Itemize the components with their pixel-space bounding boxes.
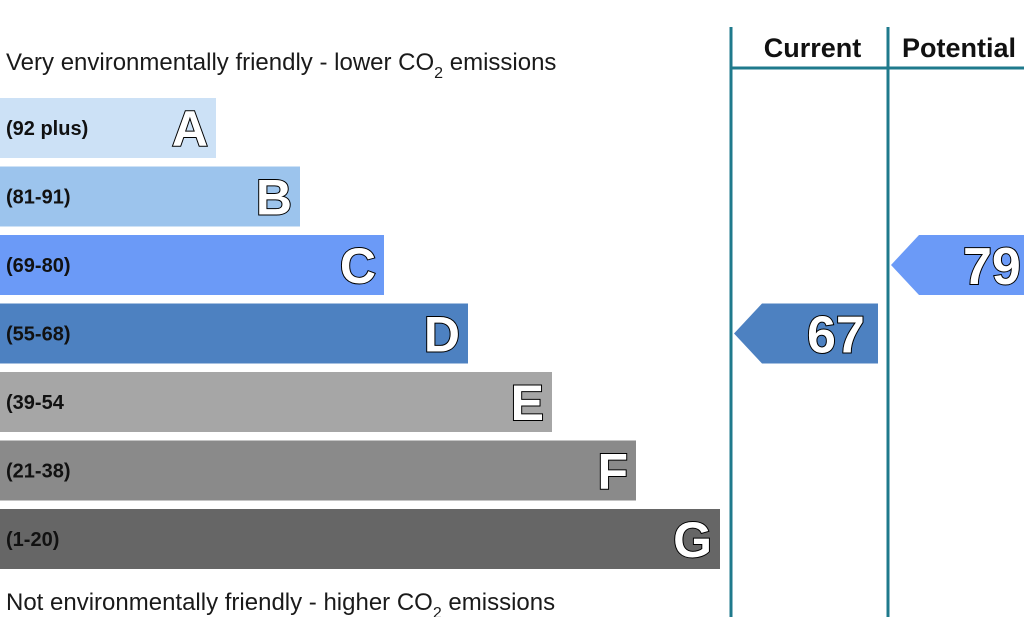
band-a: (92 plus) A (0, 98, 216, 158)
band-letter-e: E (511, 375, 544, 431)
bottom-caption-suffix: emissions (442, 589, 555, 616)
rating-columns: Current 67 Potential 79 (729, 27, 1024, 617)
potential-score-value: 79 (963, 238, 1021, 296)
band-e: (39-54 E (0, 372, 552, 432)
band-d: (55-68) D (0, 303, 468, 364)
band-range-e: (39-54 (6, 392, 65, 414)
band-bar-c (0, 235, 384, 295)
band-letter-b: B (256, 170, 292, 226)
top-caption-subscript: 2 (434, 65, 443, 82)
current-score-arrow (734, 303, 878, 364)
current-score-value: 67 (807, 307, 865, 365)
band-range-a: (92 plus) (6, 118, 88, 140)
band-letter-g: G (673, 512, 712, 568)
band-g: (1-20) G (0, 509, 720, 569)
potential-header: Potential (902, 33, 1016, 63)
bottom-caption-text: Not environmentally friendly - higher CO (6, 589, 433, 616)
band-b: (81-91) B (0, 166, 300, 227)
band-letter-d: D (424, 307, 460, 363)
bottom-caption: Not environmentally friendly - higher CO… (6, 589, 555, 617)
band-range-g: (1-20) (6, 529, 59, 551)
bottom-caption-subscript: 2 (433, 605, 442, 617)
top-caption-suffix: emissions (443, 49, 556, 76)
band-bar-g (0, 509, 720, 569)
top-caption-text: Very environmentally friendly - lower CO (6, 49, 434, 76)
band-range-b: (81-91) (6, 187, 70, 209)
band-f: (21-38) F (0, 440, 636, 501)
band-bar-d (0, 303, 468, 364)
band-range-c: (69-80) (6, 255, 70, 277)
band-letter-f: F (597, 444, 628, 500)
band-bar-f (0, 440, 636, 501)
band-bar-a (0, 98, 216, 158)
band-letter-a: A (172, 101, 208, 157)
band-c: (69-80) C (0, 235, 384, 295)
potential-score-arrow (891, 235, 1024, 295)
band-bar-b (0, 166, 300, 227)
band-letter-c: C (340, 238, 376, 294)
band-range-f: (21-38) (6, 461, 70, 483)
current-header: Current (764, 33, 862, 63)
band-bar-e (0, 372, 552, 432)
rating-bands: (92 plus) A (81-91) B (69-80) C (55-68) D (39-54… (0, 98, 720, 569)
band-range-d: (55-68) (6, 324, 70, 346)
top-caption: Very environmentally friendly - lower CO… (6, 49, 556, 82)
